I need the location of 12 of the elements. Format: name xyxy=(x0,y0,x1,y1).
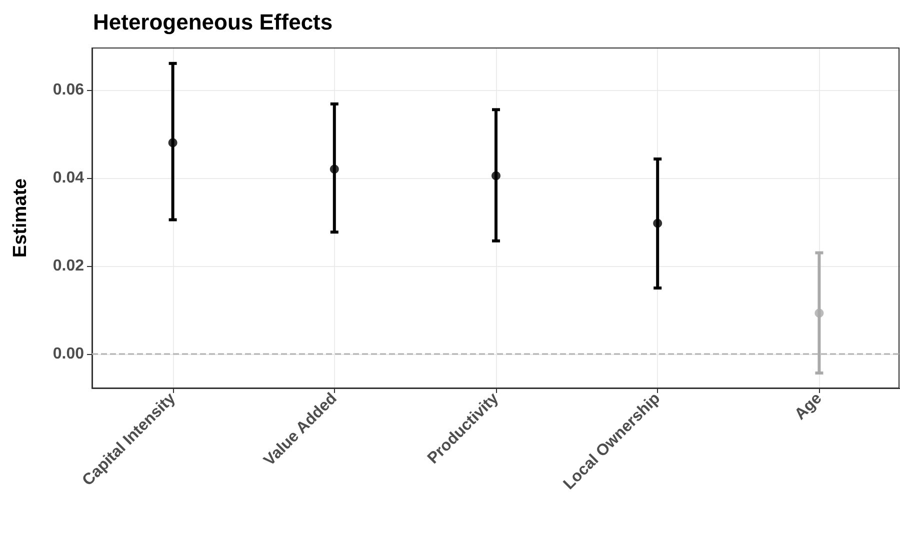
y-tick-label: 0.00 xyxy=(52,346,84,363)
y-tick-label: 0.04 xyxy=(52,169,84,186)
point xyxy=(330,164,339,174)
y-axis-title: Estimate xyxy=(10,178,31,258)
point xyxy=(814,308,824,318)
x-tick-label: Age xyxy=(792,390,826,424)
point xyxy=(168,138,178,148)
y-tick-label: 0.06 xyxy=(52,81,84,98)
chart-title: Heterogeneous Effects xyxy=(93,10,333,34)
y-tick-label: 0.02 xyxy=(52,258,84,275)
point xyxy=(492,171,500,180)
point xyxy=(653,218,662,228)
